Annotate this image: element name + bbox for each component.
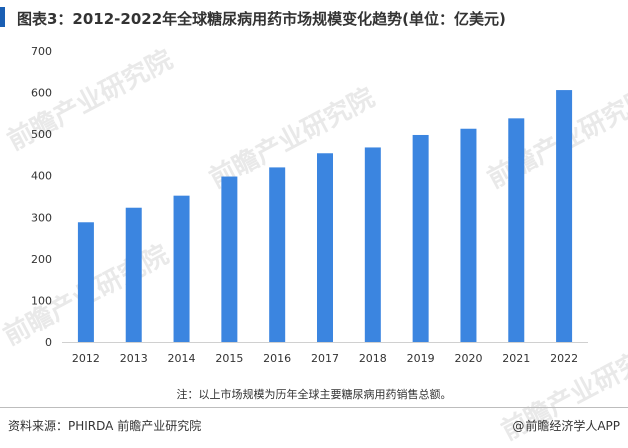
chart-title-bar: 图表3：2012-2022年全球糖尿病用药市场规模变化趋势(单位：亿美元) — [0, 0, 628, 36]
y-tick-label: 100 — [31, 294, 52, 307]
y-tick-label: 700 — [31, 45, 52, 58]
brand-name: 前瞻经济学人APP — [525, 419, 620, 433]
title-accent-bar — [0, 7, 5, 27]
x-tick-label: 2022 — [550, 352, 578, 365]
x-tick-label: 2012 — [72, 352, 100, 365]
bar — [221, 176, 238, 342]
bar — [77, 222, 94, 342]
brand-credit: @前瞻经济学人APP — [512, 417, 620, 434]
chart-note: 注：以上市场规模为历年全球主要糖尿病用药销售总额。 — [176, 388, 452, 401]
y-tick-label: 200 — [31, 253, 52, 266]
chart-title: 图表3：2012-2022年全球糖尿病用药市场规模变化趋势(单位：亿美元) — [17, 10, 506, 28]
x-tick-label: 2014 — [168, 352, 196, 365]
y-tick-label: 0 — [45, 336, 52, 349]
x-tick-label: 2019 — [407, 352, 435, 365]
x-tick-label: 2015 — [215, 352, 243, 365]
bar — [508, 118, 525, 343]
y-tick-label: 500 — [31, 128, 52, 141]
bar-chart: 0 100 200 300 400 500 600 700 2012 2013 2014 2015 20… — [31, 45, 588, 365]
x-tick-label: 2016 — [263, 352, 291, 365]
y-tick-label: 600 — [31, 87, 52, 100]
brand-at-icon: @ — [512, 419, 525, 433]
bar — [269, 167, 286, 342]
bar — [364, 147, 381, 342]
bar — [173, 195, 190, 342]
source-text: 资料来源：PHIRDA 前瞻产业研究院 — [8, 419, 202, 433]
x-tick-label: 2020 — [454, 352, 482, 365]
bar — [412, 134, 429, 342]
bar — [317, 153, 333, 342]
x-tick-label: 2013 — [120, 352, 148, 365]
bar — [460, 128, 477, 342]
bar — [125, 207, 142, 342]
x-tick-label: 2018 — [359, 352, 387, 365]
bar — [556, 90, 573, 342]
y-tick-label: 300 — [31, 211, 52, 224]
y-tick-label: 400 — [31, 170, 52, 183]
x-tick-label: 2017 — [311, 352, 339, 365]
x-tick-label: 2021 — [502, 352, 530, 365]
footer-divider — [0, 407, 628, 408]
